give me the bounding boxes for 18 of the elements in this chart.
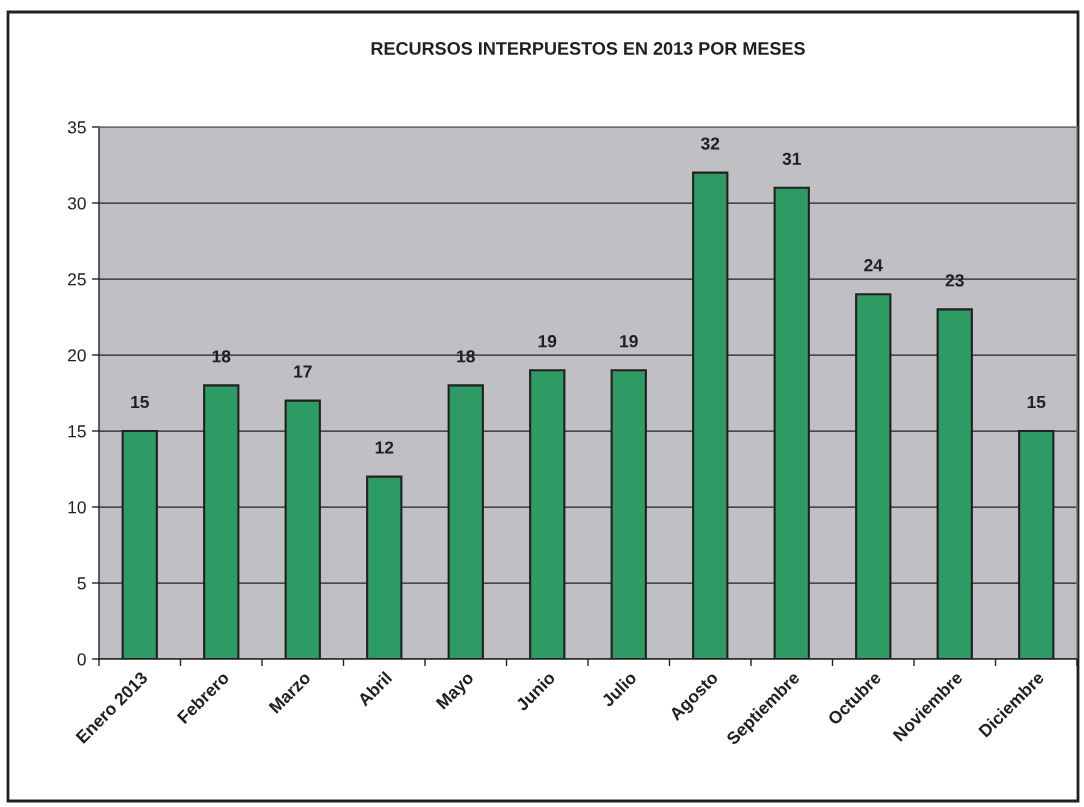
data-label: 19: [620, 335, 638, 348]
data-label: 31: [782, 152, 801, 165]
data-label: 17: [294, 365, 312, 378]
y-tick-label: 20: [68, 349, 86, 362]
chart-title: RECURSOS INTERPUESTOS EN 2013 POR MESES: [371, 42, 805, 55]
y-tick-label: 30: [67, 197, 86, 210]
y-tick-label: 5: [77, 577, 86, 590]
y-tick-label: 0: [77, 653, 86, 666]
data-label: 12: [375, 441, 394, 454]
data-label: 15: [131, 396, 149, 409]
data-label: 19: [538, 335, 557, 348]
y-tick-label: 10: [68, 501, 86, 514]
y-tick-label: 35: [67, 121, 86, 134]
data-label: 15: [1027, 396, 1046, 409]
data-label: 32: [700, 137, 720, 150]
y-tick-label: 25: [68, 273, 86, 286]
y-tick-label: 15: [68, 425, 86, 438]
data-label: 24: [864, 259, 883, 272]
